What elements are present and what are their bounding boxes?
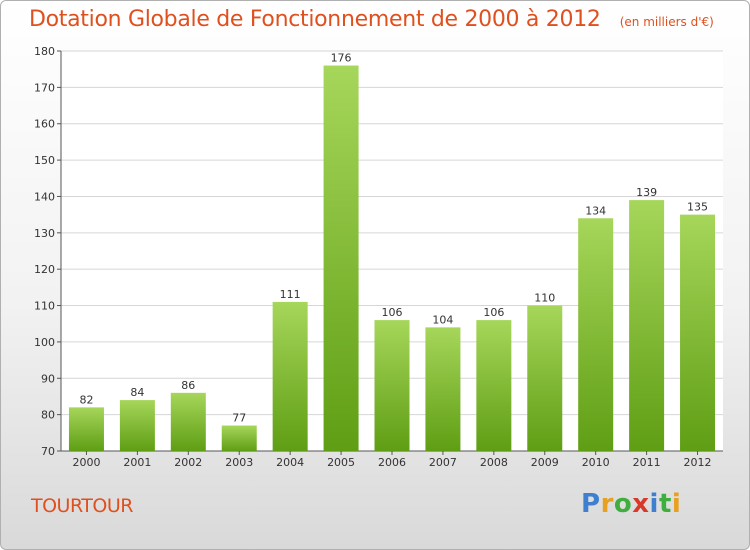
- y-tick-label: 100: [34, 336, 55, 349]
- bar: [170, 392, 206, 451]
- bar-value-label: 134: [585, 204, 606, 217]
- bar-value-label: 82: [79, 393, 93, 406]
- y-tick-label: 110: [34, 300, 55, 313]
- bar: [527, 305, 563, 451]
- title-row: Dotation Globale de Fonctionnement de 20…: [29, 7, 714, 32]
- x-tick-label: 2012: [684, 456, 712, 469]
- bar-value-label: 86: [181, 379, 195, 392]
- x-tick-label: 2003: [225, 456, 253, 469]
- bar: [221, 425, 257, 451]
- y-tick-label: 90: [41, 372, 55, 385]
- x-tick-label: 2002: [174, 456, 202, 469]
- bar-value-label: 104: [432, 313, 453, 326]
- logo-letter: i: [649, 489, 659, 519]
- bar: [68, 407, 104, 451]
- bar: [680, 214, 716, 451]
- proxiti-logo: Proxiti: [581, 489, 681, 519]
- x-tick-label: 2005: [327, 456, 355, 469]
- y-tick-label: 120: [34, 263, 55, 276]
- place-name: TOURTOUR: [31, 495, 133, 517]
- bar: [323, 65, 359, 451]
- y-tick-label: 160: [34, 118, 55, 131]
- logo-letter: x: [632, 489, 650, 519]
- bar-value-label: 106: [483, 306, 504, 319]
- y-tick-label: 170: [34, 81, 55, 94]
- logo-letter: r: [600, 489, 614, 519]
- bar-value-label: 135: [687, 201, 708, 214]
- bar-value-label: 111: [280, 288, 301, 301]
- x-tick-label: 2007: [429, 456, 457, 469]
- bar-value-label: 110: [534, 292, 555, 305]
- bar: [476, 320, 512, 451]
- logo-letter: o: [613, 489, 633, 519]
- x-tick-label: 2010: [582, 456, 610, 469]
- x-tick-label: 2001: [123, 456, 151, 469]
- x-tick-label: 2008: [480, 456, 508, 469]
- bar-value-label: 139: [636, 186, 657, 199]
- bar-value-label: 77: [232, 412, 246, 425]
- y-tick-label: 130: [34, 227, 55, 240]
- bar: [629, 200, 665, 451]
- bar-value-label: 106: [382, 306, 403, 319]
- bar: [425, 327, 461, 451]
- logo-letter: t: [658, 489, 672, 519]
- y-tick-label: 150: [34, 154, 55, 167]
- x-tick-label: 2011: [633, 456, 661, 469]
- y-tick-label: 180: [34, 45, 55, 58]
- logo-letter: i: [671, 489, 682, 519]
- bar: [578, 218, 614, 451]
- bar: [374, 320, 410, 451]
- y-tick-label: 140: [34, 190, 55, 203]
- x-tick-label: 2006: [378, 456, 406, 469]
- y-tick-label: 70: [41, 445, 55, 458]
- x-tick-label: 2004: [276, 456, 304, 469]
- bar-value-label: 176: [331, 52, 352, 65]
- x-tick-label: 2000: [72, 456, 100, 469]
- chart-subtitle: (en milliers d'€): [619, 15, 714, 29]
- logo-letter: P: [581, 489, 601, 519]
- bar-value-label: 84: [130, 386, 144, 399]
- chart-title: Dotation Globale de Fonctionnement de 20…: [29, 7, 601, 32]
- bar: [119, 400, 155, 451]
- x-tick-label: 2009: [531, 456, 559, 469]
- bar: [272, 301, 308, 451]
- y-tick-label: 80: [41, 409, 55, 422]
